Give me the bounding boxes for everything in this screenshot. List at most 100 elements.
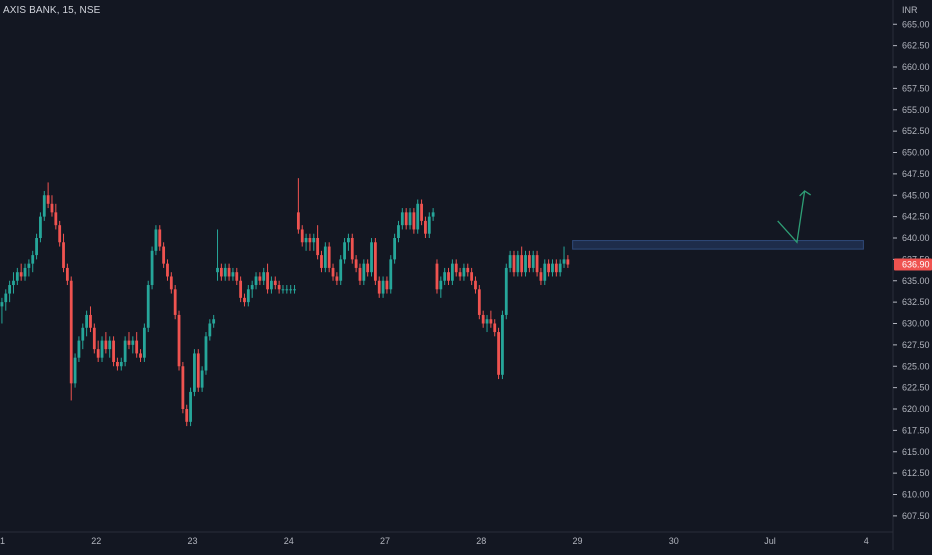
- candle[interactable]: [527, 250, 531, 273]
- candle[interactable]: [320, 250, 323, 273]
- candle[interactable]: [350, 233, 354, 264]
- candle[interactable]: [277, 280, 281, 294]
- candle[interactable]: [77, 336, 81, 362]
- candle[interactable]: [458, 267, 462, 281]
- candle[interactable]: [539, 267, 543, 286]
- candle[interactable]: [235, 267, 239, 286]
- candle[interactable]: [100, 336, 104, 362]
- candle[interactable]: [266, 263, 269, 294]
- candle[interactable]: [108, 336, 112, 358]
- candle[interactable]: [293, 285, 296, 294]
- candle[interactable]: [308, 233, 312, 251]
- candle[interactable]: [54, 203, 58, 230]
- candle[interactable]: [300, 225, 304, 247]
- candle[interactable]: [481, 310, 485, 328]
- candle[interactable]: [177, 310, 181, 371]
- candle[interactable]: [27, 259, 31, 277]
- candle[interactable]: [4, 289, 8, 311]
- candle[interactable]: [370, 238, 373, 277]
- candle[interactable]: [73, 353, 77, 388]
- candle[interactable]: [547, 259, 551, 277]
- candle[interactable]: [439, 276, 443, 298]
- candle[interactable]: [393, 233, 397, 264]
- candle[interactable]: [50, 195, 54, 217]
- candle[interactable]: [485, 314, 489, 333]
- candle[interactable]: [304, 233, 308, 251]
- candle[interactable]: [443, 267, 447, 286]
- candle[interactable]: [219, 263, 223, 281]
- candle[interactable]: [477, 285, 481, 320]
- candle[interactable]: [404, 208, 408, 230]
- candle[interactable]: [354, 255, 358, 273]
- candle[interactable]: [289, 285, 293, 294]
- candle[interactable]: [96, 340, 100, 362]
- candle[interactable]: [558, 259, 562, 277]
- candle[interactable]: [554, 259, 558, 277]
- candle[interactable]: [204, 332, 208, 375]
- candle[interactable]: [231, 267, 235, 281]
- candle[interactable]: [416, 199, 420, 234]
- candle[interactable]: [212, 314, 216, 328]
- candle[interactable]: [166, 259, 169, 281]
- candle[interactable]: [81, 323, 85, 350]
- candle[interactable]: [69, 276, 73, 401]
- candle[interactable]: [139, 349, 142, 362]
- candle[interactable]: [400, 208, 404, 230]
- candle[interactable]: [127, 332, 131, 350]
- candle[interactable]: [420, 199, 423, 226]
- candle[interactable]: [339, 255, 343, 286]
- candle[interactable]: [185, 404, 189, 427]
- candle[interactable]: [158, 225, 162, 251]
- candle[interactable]: [462, 263, 466, 281]
- candle[interactable]: [327, 242, 331, 273]
- candle[interactable]: [23, 263, 27, 281]
- candle[interactable]: [150, 246, 154, 290]
- candle[interactable]: [531, 250, 535, 273]
- candle[interactable]: [154, 225, 158, 256]
- candle[interactable]: [8, 280, 12, 303]
- candle[interactable]: [435, 259, 439, 294]
- candle[interactable]: [408, 208, 412, 230]
- candle[interactable]: [562, 246, 566, 268]
- candle[interactable]: [250, 280, 254, 298]
- candle[interactable]: [489, 310, 493, 328]
- candle[interactable]: [497, 327, 500, 380]
- candle[interactable]: [385, 276, 389, 294]
- candle[interactable]: [189, 387, 192, 427]
- candle[interactable]: [454, 259, 458, 277]
- candle[interactable]: [296, 178, 300, 234]
- candle[interactable]: [397, 220, 400, 243]
- candle[interactable]: [112, 336, 115, 367]
- candle[interactable]: [474, 276, 477, 294]
- candle[interactable]: [254, 272, 258, 290]
- candle[interactable]: [200, 366, 204, 392]
- candle[interactable]: [169, 272, 173, 294]
- candle[interactable]: [520, 246, 524, 277]
- candle[interactable]: [281, 285, 285, 294]
- candle[interactable]: [146, 280, 150, 333]
- candle[interactable]: [512, 250, 516, 277]
- candle[interactable]: [181, 361, 185, 414]
- candle[interactable]: [377, 276, 381, 298]
- support-zone-rect[interactable]: [572, 240, 864, 250]
- candle[interactable]: [373, 238, 377, 286]
- candle[interactable]: [270, 276, 273, 294]
- candle[interactable]: [450, 259, 454, 286]
- candle[interactable]: [216, 229, 219, 281]
- candle[interactable]: [173, 285, 177, 320]
- candle[interactable]: [551, 259, 554, 277]
- candle[interactable]: [262, 267, 266, 286]
- candle[interactable]: [389, 255, 393, 294]
- candle[interactable]: [535, 250, 539, 277]
- candle[interactable]: [31, 250, 35, 273]
- candle[interactable]: [116, 357, 119, 371]
- candle[interactable]: [35, 233, 38, 260]
- candle[interactable]: [92, 323, 96, 354]
- candle[interactable]: [65, 263, 69, 286]
- candle[interactable]: [227, 263, 231, 281]
- candle[interactable]: [142, 323, 146, 362]
- candle[interactable]: [19, 263, 23, 281]
- candle[interactable]: [566, 255, 570, 268]
